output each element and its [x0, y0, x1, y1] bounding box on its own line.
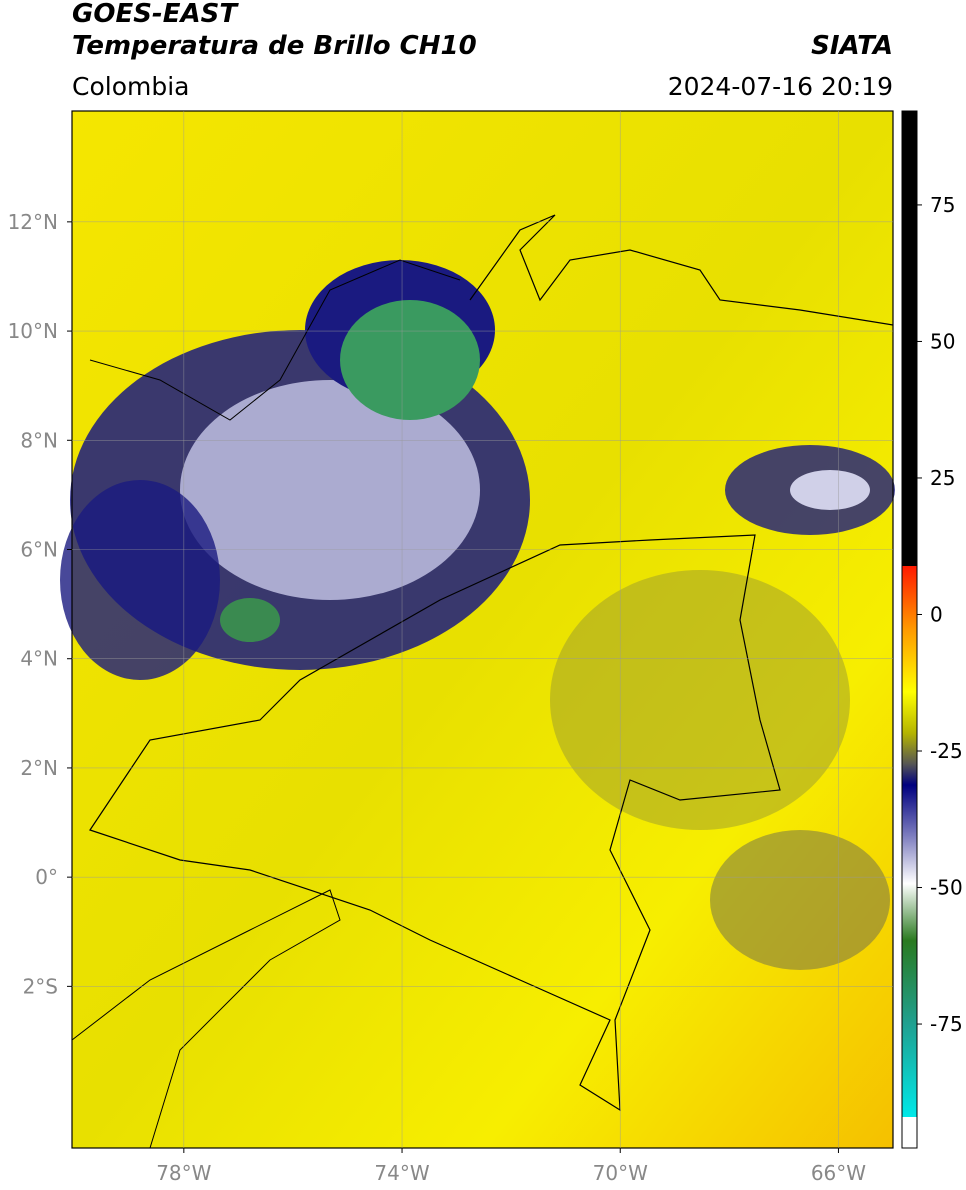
colorbar-label: -25: [930, 739, 963, 763]
map: [60, 110, 895, 1149]
colorbar-label: 25: [930, 466, 955, 490]
x-tick-label: 78°W: [156, 1161, 211, 1185]
colorbar-label: 50: [930, 329, 955, 353]
colorbar-label: 75: [930, 193, 955, 217]
y-tick-label: 2°N: [20, 756, 58, 780]
colorbar-label: 0: [930, 602, 943, 626]
y-tick-label: 0°: [35, 865, 58, 889]
datetime: 2024-07-16 20:19: [668, 72, 893, 101]
y-tick-label: 12°N: [8, 210, 58, 234]
colorbar: [901, 110, 918, 1149]
source: SIATA: [811, 31, 893, 61]
region: Colombia: [72, 72, 189, 101]
x-tick-label: 70°W: [593, 1161, 648, 1185]
title: GOES-EAST: [72, 0, 239, 29]
y-tick-label: 2°S: [23, 974, 58, 998]
y-tick-label: 10°N: [8, 319, 58, 343]
title: Temperatura de Brillo CH10: [72, 31, 477, 61]
x-tick-label: 66°W: [811, 1161, 866, 1185]
colorbar-label: -50: [930, 876, 963, 900]
colorbar-label: -75: [930, 1012, 963, 1036]
y-tick-label: 8°N: [20, 428, 58, 452]
y-tick-label: 4°N: [20, 647, 58, 671]
x-tick-label: 74°W: [374, 1161, 429, 1185]
y-tick-label: 6°N: [20, 537, 58, 561]
